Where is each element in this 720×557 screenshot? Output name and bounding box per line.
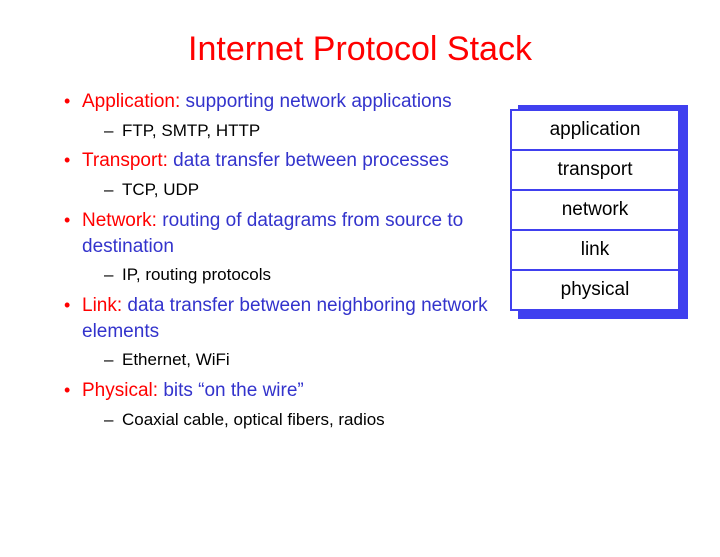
- sub-list: Ethernet, WiFi: [82, 348, 490, 372]
- sub-item: Ethernet, WiFi: [104, 348, 490, 372]
- layer-desc-text: bits “on the wire”: [163, 380, 303, 401]
- stack-layer: application: [512, 111, 678, 151]
- list-item: Application: supporting network applicat…: [60, 89, 490, 142]
- stack-layer: network: [512, 191, 678, 231]
- list-item: Link: data transfer between neighboring …: [60, 293, 490, 372]
- sub-item: FTP, SMTP, HTTP: [104, 119, 490, 143]
- stack-layer: transport: [512, 151, 678, 191]
- list-item: Physical: bits “on the wire” Coaxial cab…: [60, 378, 490, 431]
- sub-list: IP, routing protocols: [82, 263, 490, 287]
- bullet-list-area: Application: supporting network applicat…: [60, 79, 510, 447]
- layer-desc-text: supporting network applications: [186, 91, 452, 112]
- slide-title: Internet Protocol Stack: [0, 0, 720, 79]
- layer-name: Physical:: [82, 380, 158, 401]
- protocol-stack: application transport network link physi…: [510, 109, 680, 311]
- stack-diagram-area: application transport network link physi…: [510, 79, 680, 447]
- stack-layer: link: [512, 231, 678, 271]
- layer-name: Link:: [82, 295, 122, 316]
- sub-item: Coaxial cable, optical fibers, radios: [104, 408, 490, 432]
- layer-desc-text: data transfer between neighboring networ…: [82, 295, 488, 342]
- sub-item: IP, routing protocols: [104, 263, 490, 287]
- sub-list: TCP, UDP: [82, 178, 490, 202]
- layer-name: Application:: [82, 91, 180, 112]
- content-area: Application: supporting network applicat…: [0, 79, 720, 447]
- sub-list: FTP, SMTP, HTTP: [82, 119, 490, 143]
- stack-layer: physical: [512, 271, 678, 309]
- stack-wrapper: application transport network link physi…: [510, 109, 680, 311]
- layer-name: Network:: [82, 210, 157, 231]
- list-item: Transport: data transfer between process…: [60, 148, 490, 201]
- layer-name: Transport:: [82, 150, 168, 171]
- sub-item: TCP, UDP: [104, 178, 490, 202]
- layer-desc-text: data transfer between processes: [173, 150, 449, 171]
- list-item: Network: routing of datagrams from sourc…: [60, 208, 490, 287]
- sub-list: Coaxial cable, optical fibers, radios: [82, 408, 490, 432]
- bullet-list: Application: supporting network applicat…: [60, 89, 490, 431]
